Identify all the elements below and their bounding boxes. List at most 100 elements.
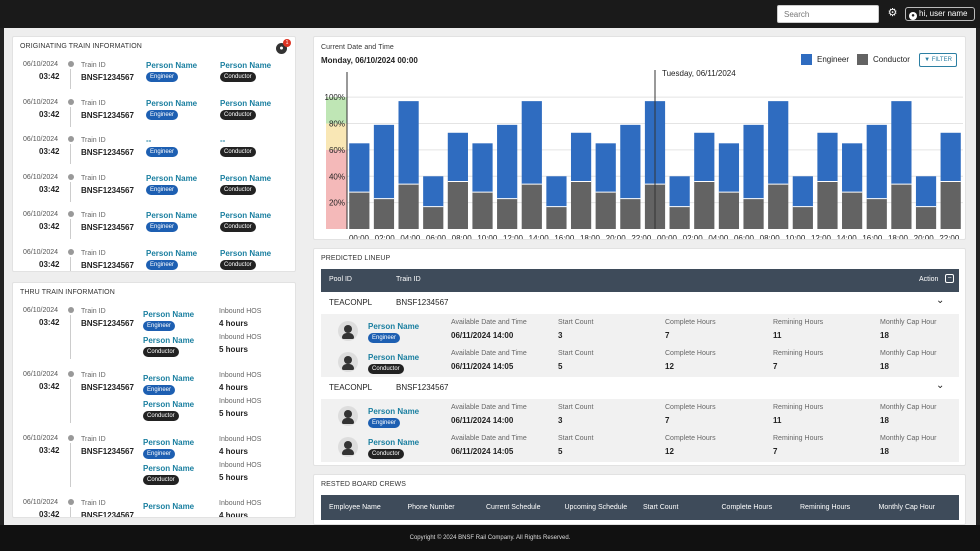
field-label: Start Count	[558, 350, 594, 357]
inbound-hos-conductor: 5 hours	[219, 473, 248, 482]
originating-row[interactable]: 06/10/2024 03:42 Train ID BNSF1234567 Person…	[13, 61, 295, 97]
row-time: 03:42	[39, 446, 60, 455]
engineer-name[interactable]: Person Name	[146, 248, 198, 258]
engineer-bar	[768, 101, 789, 185]
rested-col-header: Employee Name	[329, 504, 381, 511]
conductor-name[interactable]: Person Name	[220, 248, 272, 258]
originating-row[interactable]: 06/10/2024 03:42 Train ID BNSF1234567 Person…	[13, 98, 295, 135]
thru-row[interactable]: 06/10/2024 03:42 Train ID BNSF1234567 Person…	[13, 499, 295, 517]
train-id-label: Train ID	[81, 137, 106, 144]
zone-band	[326, 97, 347, 124]
thru-row[interactable]: 06/10/2024 03:42 Train ID BNSF1234567 Person…	[13, 435, 295, 495]
field-label: Available Date and Time	[451, 435, 527, 442]
engineer-bar	[447, 132, 468, 182]
person-name[interactable]: Person Name	[368, 438, 420, 447]
gear-icon[interactable]: ⚙	[887, 7, 898, 19]
engineer-bar	[718, 143, 740, 193]
inbound-hos-label: Inbound HOS	[219, 372, 262, 379]
conductor-badge: Conductor	[143, 347, 179, 357]
legend-engineer-label: Engineer	[817, 55, 850, 64]
row-time: 03:42	[39, 318, 60, 327]
engineer-name[interactable]: Person Name	[143, 374, 195, 383]
conductor-name[interactable]: Person Name	[143, 336, 195, 345]
inbound-hos-conductor: 5 hours	[219, 345, 248, 354]
x-tick-label: 04:00	[400, 234, 421, 240]
originating-row[interactable]: 06/10/2024 03:42 Train ID BNSF1234567 Person…	[13, 248, 295, 271]
chevron-down-icon[interactable]: ⌄	[936, 295, 945, 306]
conductor-name[interactable]: --	[220, 136, 226, 145]
field-label: Complete Hours	[665, 404, 716, 411]
timeline-dot	[68, 248, 74, 255]
engineer-name[interactable]: Person Name	[143, 438, 195, 447]
zone-band	[326, 149, 347, 229]
timeline-dot	[68, 98, 74, 105]
chevron-down-icon[interactable]: ⌄	[936, 380, 945, 391]
field-label: Monthly Cap Hour	[880, 319, 937, 326]
engineer-badge: Engineer	[146, 109, 179, 120]
originating-row[interactable]: 06/10/2024 03:42 Train ID BNSF1234567 -- Engi…	[13, 136, 295, 172]
engineer-name[interactable]: Person Name	[146, 98, 198, 108]
lineup-group-row[interactable]: TEACONPL BNSF1234567 ⌄	[321, 293, 959, 313]
conductor-bar	[570, 181, 592, 229]
engineer-bar	[891, 101, 912, 185]
train-id-label: Train ID	[81, 249, 106, 257]
row-date: 06/10/2024	[23, 173, 59, 181]
engineer-bar	[669, 176, 690, 207]
originating-row[interactable]: 06/10/2024 03:42 Train ID BNSF1234567 Person…	[13, 211, 295, 247]
conductor-badge: Conductor	[220, 222, 256, 232]
train-id-label: Train ID	[81, 308, 106, 315]
engineer-name[interactable]: Person Name	[143, 502, 195, 511]
engineer-name[interactable]: Person Name	[143, 310, 195, 319]
timeline-dot	[68, 435, 74, 441]
engineer-badge: Engineer	[146, 184, 179, 195]
pool-id: TEACONPL	[329, 383, 373, 392]
user-menu-button[interactable]: ● hi, user name	[905, 7, 975, 21]
engineer-name[interactable]: --	[146, 136, 152, 145]
timeline-dot	[68, 211, 74, 217]
originating-row[interactable]: 06/10/2024 03:42 Train ID BNSF1234567 Person…	[13, 173, 295, 210]
field-value: 7	[773, 447, 778, 456]
lineup-group-row[interactable]: TEACONPL BNSF1234567 ⌄	[321, 378, 959, 398]
conductor-badge: Conductor	[220, 147, 256, 157]
rested-col-header: Upcoming Schedule	[564, 504, 628, 511]
engineer-bar	[497, 124, 518, 199]
search-input[interactable]	[777, 5, 879, 23]
person-name[interactable]: Person Name	[368, 353, 420, 362]
engineer-name[interactable]: Person Name	[146, 211, 198, 220]
thru-row[interactable]: 06/10/2024 03:42 Train ID BNSF1234567 Person…	[13, 307, 295, 367]
field-label: Complete Hours	[665, 319, 716, 326]
conductor-name[interactable]: Person Name	[220, 61, 272, 70]
field-value: 3	[558, 331, 563, 340]
collapse-all-icon[interactable]: −	[945, 274, 954, 283]
chart-datetime-label: Current Date and Time	[321, 44, 394, 51]
notification-bell-icon[interactable]: ● 1	[276, 39, 291, 54]
x-tick-label: 02:00	[375, 234, 396, 240]
thru-row[interactable]: 06/10/2024 03:42 Train ID BNSF1234567 Person…	[13, 371, 295, 431]
timeline-line	[70, 106, 71, 127]
field-label: Available Date and Time	[451, 350, 527, 357]
row-date: 06/10/2024	[23, 248, 59, 256]
conductor-name[interactable]: Person Name	[220, 173, 272, 183]
engineer-name[interactable]: Person Name	[146, 173, 198, 183]
filter-button[interactable]: ▼ FILTER	[919, 53, 957, 67]
conductor-bar	[595, 192, 616, 229]
inbound-hos-label: Inbound HOS	[219, 308, 262, 315]
conductor-name[interactable]: Person Name	[143, 400, 195, 409]
conductor-name[interactable]: Person Name	[220, 211, 272, 220]
lineup-title: PREDICTED LINEUP	[321, 255, 391, 262]
train-id-value: BNSF1234567	[81, 260, 134, 270]
x-tick-label: 20:00	[914, 234, 935, 240]
rested-header: Employee Name Phone Number Current Schedul…	[321, 495, 959, 520]
row-date: 06/10/2024	[23, 136, 59, 143]
lineup-people: Person Name Engineer Available Date and Ti…	[321, 314, 959, 377]
conductor-bar	[866, 198, 887, 229]
engineer-name[interactable]: Person Name	[146, 61, 198, 70]
user-name-label: hi, user name	[919, 9, 968, 18]
person-name[interactable]: Person Name	[368, 407, 420, 416]
conductor-name[interactable]: Person Name	[220, 98, 272, 108]
x-tick-label: 20:00	[606, 234, 627, 240]
person-name[interactable]: Person Name	[368, 322, 420, 331]
field-value: 7	[665, 416, 670, 425]
engineer-bar	[792, 176, 813, 207]
conductor-name[interactable]: Person Name	[143, 464, 195, 473]
